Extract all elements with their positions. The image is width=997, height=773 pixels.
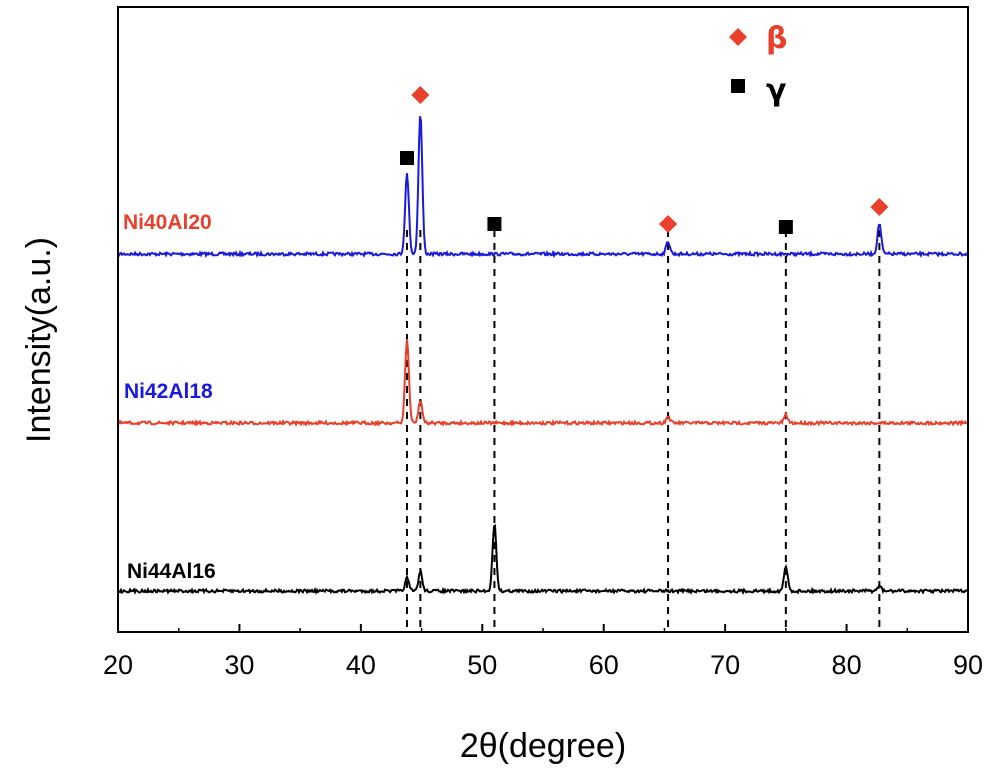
series-label: Ni44Al16 (127, 560, 216, 583)
x-tick-label: 90 (953, 650, 983, 680)
x-tick-label: 70 (710, 650, 740, 680)
x-axis-ticks: 20 30 40 50 60 70 80 90 (103, 624, 983, 680)
gamma-marker (778, 220, 793, 234)
plot-frame (117, 6, 969, 633)
legend-gamma-label: γ (766, 73, 786, 108)
x-tick-label: 20 (103, 650, 133, 680)
gamma-marker (487, 217, 502, 231)
beta-marker (411, 86, 430, 104)
legend: βγ (729, 21, 787, 108)
x-tick-label: 30 (224, 650, 254, 680)
legend-beta-label: β (766, 21, 787, 56)
beta-marker (659, 215, 678, 233)
series-line (117, 339, 969, 428)
x-tick-label: 60 (589, 650, 619, 680)
x-tick-label: 50 (467, 650, 497, 680)
legend-gamma-marker (731, 79, 745, 93)
series-label: Ni40Al20 (123, 211, 212, 234)
series-line (117, 523, 969, 596)
y-axis-title: Intensity(a.u.) (20, 237, 58, 443)
gamma-marker (400, 151, 414, 165)
series-label: Ni42Al18 (124, 380, 213, 403)
series-labels: Ni40Al20 Ni42Al18 Ni44Al16 (123, 211, 216, 583)
beta-marker (870, 198, 889, 216)
legend-beta-marker (729, 28, 747, 46)
series-layer (117, 116, 969, 596)
x-tick-label: 40 (346, 650, 376, 680)
x-axis-title: 2θ(degree) (460, 727, 626, 765)
phase-markers (400, 86, 889, 234)
series-line (117, 116, 969, 259)
reference-lines (406, 230, 881, 632)
x-tick-label: 80 (832, 650, 862, 680)
